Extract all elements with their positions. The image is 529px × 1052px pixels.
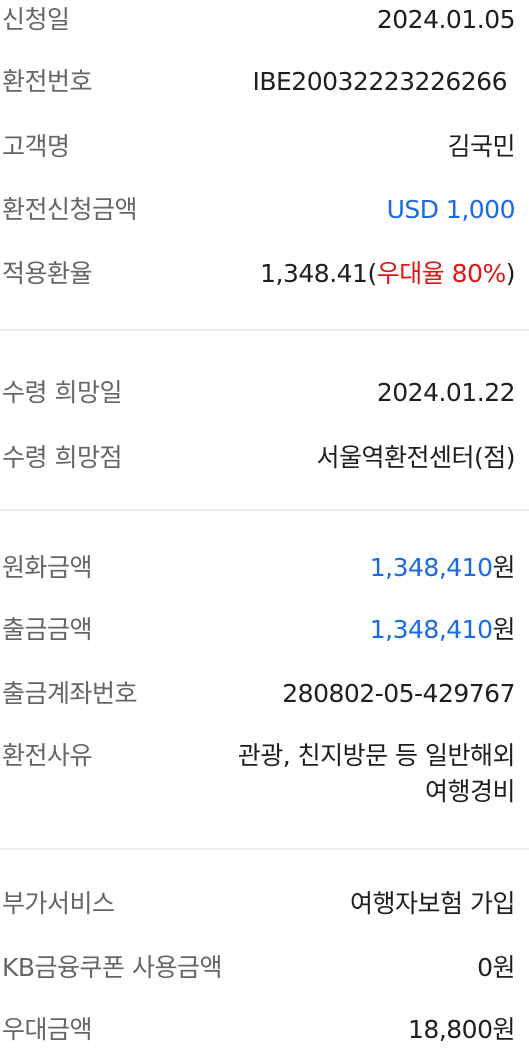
pickup-branch-value: 서울역환전센터(점): [316, 443, 515, 472]
divider: [0, 509, 529, 511]
rate-paren-close: ): [505, 259, 516, 288]
customer-name-label: 고객명: [2, 132, 70, 161]
discount-amount-label: 우대금액: [2, 1015, 93, 1044]
apply-date-value: 2024.01.05: [376, 5, 516, 34]
extra-service-label: 부가서비스: [2, 889, 115, 918]
row-withdraw-account: 출금계좌번호 280802-05-429767: [0, 676, 529, 716]
withdraw-amount-label: 출금금액: [2, 615, 93, 644]
rate-paren-open: (: [367, 259, 377, 288]
krw-amount-value: 1,348,410원: [369, 550, 516, 586]
row-request-amount: 환전신청금액 USD 1,000: [0, 192, 529, 232]
row-apply-date: 신청일 2024.01.05: [0, 2, 529, 42]
discount-amount-value: 18,800원: [408, 1015, 515, 1044]
row-exchange-reason: 환전사유 관광, 친지방문 등 일반해외 여행경비: [0, 738, 529, 814]
row-extra-service: 부가서비스 여행자보험 가입: [0, 886, 529, 926]
row-pickup-branch: 수령 희망점 서울역환전센터(점): [0, 440, 529, 480]
extra-service-value: 여행자보험 가입: [350, 889, 515, 918]
customer-name-value: 김국민: [447, 132, 515, 161]
coupon-amount-label: KB금융쿠폰 사용금액: [2, 953, 223, 982]
row-applied-rate: 적용환율 1,348.41(우대율 80%): [0, 256, 529, 296]
exchange-reason-value: 관광, 친지방문 등 일반해외 여행경비: [237, 738, 516, 810]
krw-amount-number: 1,348,410: [369, 553, 493, 582]
pickup-date-value: 2024.01.22: [376, 378, 516, 407]
row-withdraw-amount: 출금금액 1,348,410원: [0, 612, 529, 652]
exchange-reason-line1: 관광, 친지방문 등 일반해외: [237, 741, 516, 770]
krw-amount-unit: 원: [492, 553, 515, 582]
exchange-no-value: IBE20032223226266: [252, 67, 507, 96]
applied-rate-number: 1,348.41: [260, 259, 368, 288]
coupon-amount-value: 0원: [477, 953, 515, 982]
applied-rate-value: 1,348.41(우대율 80%): [260, 256, 515, 292]
discount-rate-text: 우대율 80%: [376, 259, 507, 288]
withdraw-amount-value: 1,348,410원: [369, 612, 516, 648]
exchange-reason-label: 환전사유: [2, 741, 93, 770]
request-amount-label: 환전신청금액: [2, 195, 138, 224]
krw-amount-label: 원화금액: [2, 553, 93, 582]
row-exchange-no: 환전번호 IBE20032223226266: [0, 64, 529, 104]
row-coupon-amount: KB금융쿠폰 사용금액 0원: [0, 950, 529, 990]
divider: [0, 329, 529, 331]
request-amount-value: USD 1,000: [386, 195, 516, 224]
withdraw-amount-number: 1,348,410: [369, 615, 493, 644]
exchange-no-label: 환전번호: [2, 67, 93, 96]
apply-date-label: 신청일: [2, 5, 70, 34]
withdraw-account-label: 출금계좌번호: [2, 679, 138, 708]
withdraw-amount-unit: 원: [492, 615, 515, 644]
row-discount-amount: 우대금액 18,800원: [0, 1012, 529, 1052]
row-krw-amount: 원화금액 1,348,410원: [0, 550, 529, 590]
applied-rate-label: 적용환율: [2, 259, 93, 288]
row-customer-name: 고객명 김국민: [0, 129, 529, 169]
row-pickup-date: 수령 희망일 2024.01.22: [0, 375, 529, 415]
withdraw-account-value: 280802-05-429767: [282, 679, 515, 708]
pickup-branch-label: 수령 희망점: [2, 443, 122, 472]
pickup-date-label: 수령 희망일: [2, 378, 122, 407]
exchange-reason-line2: 여행경비: [424, 777, 516, 806]
divider: [0, 848, 529, 850]
